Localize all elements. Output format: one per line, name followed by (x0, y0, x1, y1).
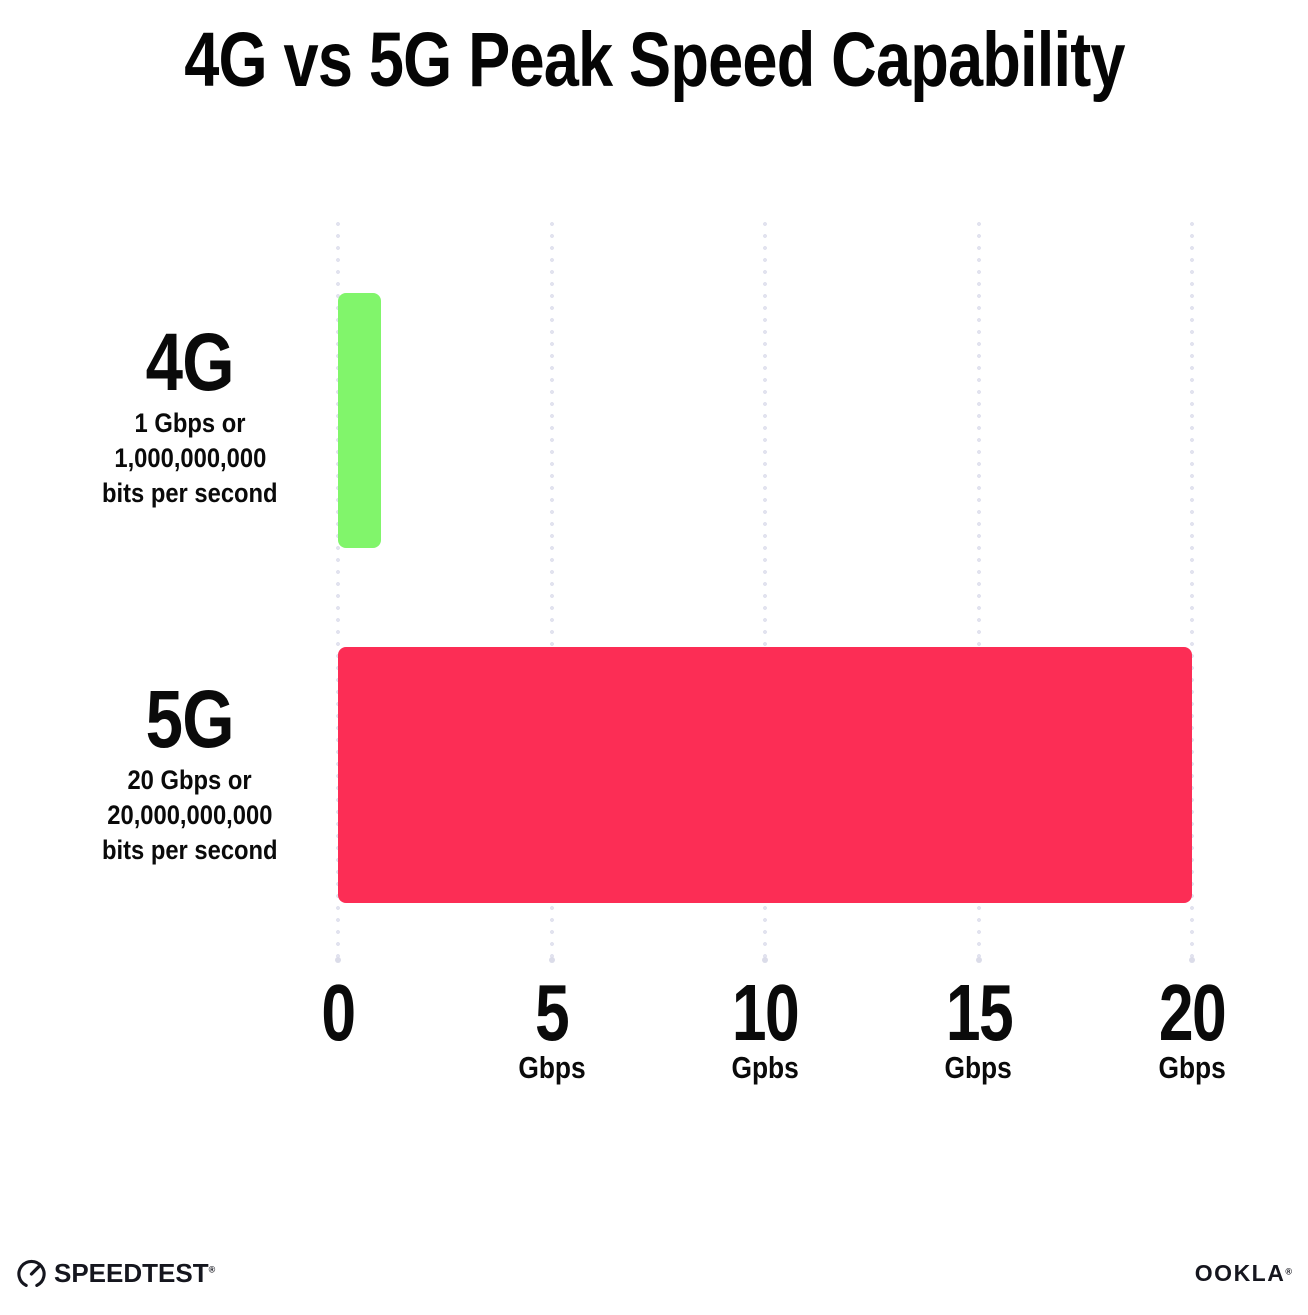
bar-5g (338, 647, 1192, 903)
x-tick-0: 0 (321, 968, 356, 1057)
x-tick-10: 10 Gpbs (731, 968, 799, 1085)
chart-title-text: 4G vs 5G Peak Speed Capability (183, 17, 1125, 103)
row-label-4g: 4G 1 Gbps or 1,000,000,000 bits per seco… (35, 322, 345, 511)
gridline-10 (762, 222, 768, 963)
chart-title: 4G vs 5G Peak Speed Capability (0, 16, 1308, 105)
gridline-5 (548, 222, 555, 963)
x-tick-20: 20 Gbps (1158, 968, 1226, 1085)
row-label-4g-desc: 1 Gbps or 1,000,000,000 bits per second (102, 408, 278, 508)
ookla-registered-mark: ® (1285, 1266, 1292, 1277)
x-tick-5: 5 Gbps (517, 968, 586, 1085)
gridline-0 (335, 222, 341, 963)
speedtest-registered-mark: ® (208, 1263, 216, 1274)
row-label-4g-title: 4G (145, 317, 235, 408)
bar-4g (338, 293, 381, 548)
row-label-5g-desc: 20 Gbps or 20,000,000,000 bits per secon… (102, 765, 278, 865)
gridline-15 (975, 222, 982, 963)
x-tick-15: 15 Gbps (944, 968, 1013, 1085)
speedtest-logo: SPEEDTEST® (16, 1257, 215, 1290)
speedtest-gauge-icon (17, 1259, 46, 1287)
row-label-5g-title: 5G (145, 674, 235, 765)
speedtest-wordmark: SPEEDTEST® (54, 1257, 216, 1288)
x-axis: 0 5 Gbps 10 Gpbs 15 Gbps 20 Gbps (321, 968, 1226, 1103)
row-label-5g: 5G 20 Gbps or 20,000,000,000 bits per se… (35, 679, 345, 868)
ookla-logo: OOKLA® (1195, 1260, 1292, 1287)
footer: SPEEDTEST® OOKLA® (16, 1252, 1292, 1294)
plot-area (335, 222, 1195, 963)
gridline-20 (1189, 222, 1195, 963)
ookla-wordmark: OOKLA (1194, 1259, 1286, 1286)
